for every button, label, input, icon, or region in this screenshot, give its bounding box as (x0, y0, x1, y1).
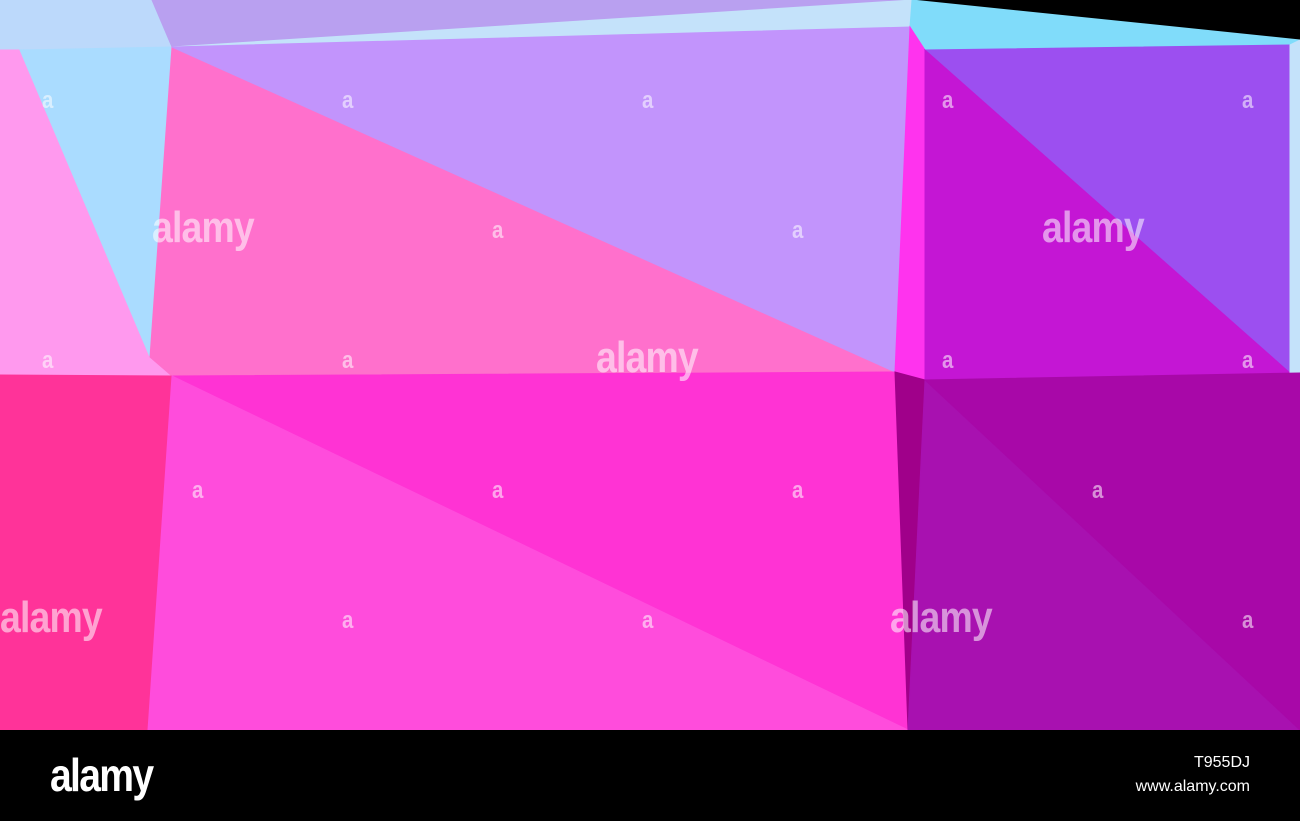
watermark-a: a (642, 87, 653, 114)
watermark-a: a (1092, 477, 1103, 504)
polygon-cyan (909, 0, 1300, 51)
watermark-a: a (792, 477, 803, 504)
watermark-a: a (1242, 607, 1253, 634)
watermark-alamy: alamy (596, 333, 699, 382)
watermark-a: a (42, 347, 53, 374)
watermark-a: a (42, 87, 53, 114)
watermark-a: a (492, 217, 503, 244)
polygon-pale-strip (1289, 39, 1300, 374)
watermark-a: a (1242, 347, 1253, 374)
watermark-a: a (342, 607, 353, 634)
watermark-a: a (342, 87, 353, 114)
polygon-hot-pink (0, 374, 173, 730)
polygon-light-blue (0, 0, 173, 51)
polygon-magenta-light (147, 375, 909, 730)
watermark-alamy: alamy (890, 593, 993, 642)
watermark-a: a (492, 477, 503, 504)
watermark-alamy: alamy (1042, 203, 1145, 252)
watermark-a: a (942, 87, 953, 114)
watermark-a: a (1242, 87, 1253, 114)
alamy-logo: alamy (50, 749, 154, 801)
polygon-plum (923, 372, 1300, 730)
low-poly-background (0, 0, 1300, 730)
watermark-a: a (192, 477, 203, 504)
watermark-alamy: alamy (152, 203, 255, 252)
watermark-a: a (792, 217, 803, 244)
watermark-a: a (642, 607, 653, 634)
site-url: www.alamy.com (1135, 778, 1250, 795)
image-id: T955DJ (1193, 754, 1250, 771)
watermark-a: a (342, 347, 353, 374)
watermark-a: a (942, 347, 953, 374)
watermark-alamy: alamy (0, 593, 103, 642)
footer-bar: alamy T955DJ www.alamy.com (0, 730, 1300, 821)
